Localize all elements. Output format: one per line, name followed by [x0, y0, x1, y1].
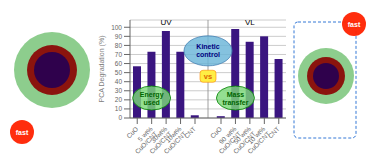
svg-text:UV: UV — [161, 18, 173, 27]
svg-text:20: 20 — [115, 96, 123, 103]
svg-text:80: 80 — [115, 42, 123, 49]
svg-text:40: 40 — [115, 78, 123, 85]
svg-text:70: 70 — [115, 51, 123, 58]
svg-text:VL: VL — [245, 18, 255, 27]
svg-text:PCA Degradation (%): PCA Degradation (%) — [98, 36, 106, 103]
svg-text:60: 60 — [115, 60, 123, 67]
svg-text:CNT: CNT — [266, 125, 280, 139]
svg-text:vs: vs — [204, 72, 212, 81]
svg-text:50: 50 — [115, 69, 123, 76]
svg-text:Kineticcontrol: Kineticcontrol — [196, 43, 220, 58]
svg-text:CNT: CNT — [183, 125, 197, 139]
svg-text:fast: fast — [16, 129, 29, 136]
svg-text:Energyused: Energyused — [140, 91, 164, 106]
svg-text:90: 90 — [115, 33, 123, 40]
svg-text:10: 10 — [115, 105, 123, 112]
svg-text:fast: fast — [348, 21, 361, 28]
svg-text:Masstransfer: Masstransfer — [222, 91, 248, 106]
svg-text:0: 0 — [118, 114, 122, 121]
svg-text:100: 100 — [111, 24, 122, 31]
svg-text:30: 30 — [115, 87, 123, 94]
svg-text:10wt%CuO/CNT: 10wt%CuO/CNT — [158, 125, 188, 155]
svg-text:10 wt%CuO/CNT: 10 wt%CuO/CNT — [241, 125, 271, 155]
